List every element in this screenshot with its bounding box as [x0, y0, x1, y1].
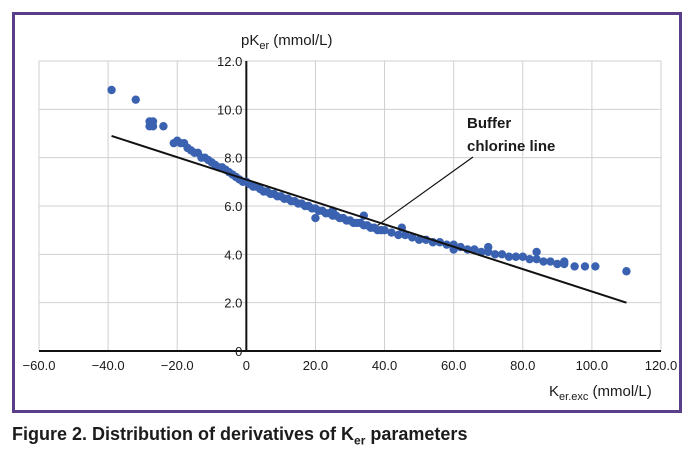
- y-axis-title: pKer (mmol/L): [241, 32, 332, 52]
- grid-lines: [38, 60, 662, 351]
- data-point: [591, 262, 600, 271]
- data-point: [532, 247, 541, 257]
- data-point: [622, 267, 631, 276]
- figure-caption: Figure 2. Distribution of derivatives of…: [12, 424, 468, 448]
- x-tick-label: 80.0: [510, 358, 535, 373]
- data-point: [560, 257, 569, 266]
- y-tick-label: 0: [235, 344, 242, 359]
- data-point: [580, 262, 590, 271]
- data-point: [570, 262, 579, 271]
- x-tick-label: 120.0: [645, 358, 678, 373]
- annotation-line-2: chlorine line: [467, 138, 555, 155]
- data-point: [414, 235, 424, 245]
- x-tick-label: 100.0: [576, 358, 609, 373]
- y-tick-label: 8.0: [224, 151, 242, 166]
- data-point: [525, 254, 534, 264]
- tick-labels: −60.0 −40.0 −20.0 0 20.0 40.0 60.0 80.0 100.0 120…: [23, 54, 678, 373]
- x-tick-label: 60.0: [441, 358, 466, 373]
- x-tick-label: −20.0: [161, 358, 194, 373]
- data-point: [532, 254, 541, 264]
- data-point: [401, 230, 410, 240]
- data-point: [131, 95, 140, 104]
- data-point: [539, 257, 548, 266]
- annotation-line-1: Buffer: [467, 115, 511, 132]
- axes: [39, 61, 661, 352]
- x-axis-title: Ker.exc (mmol/L): [549, 383, 652, 403]
- buffer-chlorine-line: [111, 134, 627, 304]
- data-point: [148, 122, 158, 131]
- x-tick-label: −40.0: [92, 358, 125, 373]
- y-tick-label: 10.0: [217, 102, 242, 117]
- chart-frame: −60.0 −40.0 −20.0 0 20.0 40.0 60.0 80.0 100.0 120…: [12, 12, 682, 413]
- data-point: [490, 250, 500, 259]
- data-point: [518, 252, 527, 261]
- data-point: [408, 233, 417, 242]
- data-point: [311, 213, 320, 223]
- y-tick-label: 12.0: [217, 54, 242, 69]
- annotation-pointer: [377, 156, 474, 226]
- data-point: [387, 228, 396, 237]
- x-tick-label: −60.0: [23, 358, 56, 373]
- data-point: [553, 259, 562, 269]
- data-point: [394, 230, 403, 240]
- x-tick-label: 0: [243, 358, 250, 373]
- data-point: [470, 245, 479, 254]
- data-point: [546, 257, 555, 266]
- x-tick-label: 20.0: [303, 358, 328, 373]
- data-point: [380, 225, 389, 235]
- data-point: [484, 242, 493, 252]
- scatter-chart: −60.0 −40.0 −20.0 0 20.0 40.0 60.0 80.0 100.0 120…: [23, 32, 678, 403]
- data-point: [497, 250, 507, 259]
- data-point: [159, 122, 168, 131]
- data-point: [504, 252, 514, 261]
- data-points: [107, 85, 631, 276]
- buffer-line: [111, 134, 627, 304]
- data-point: [107, 85, 116, 95]
- y-tick-label: 4.0: [224, 247, 242, 262]
- x-tick-label: 40.0: [372, 358, 397, 373]
- y-tick-label: 2.0: [224, 296, 242, 311]
- data-point: [511, 252, 521, 261]
- y-tick-label: 6.0: [224, 199, 242, 214]
